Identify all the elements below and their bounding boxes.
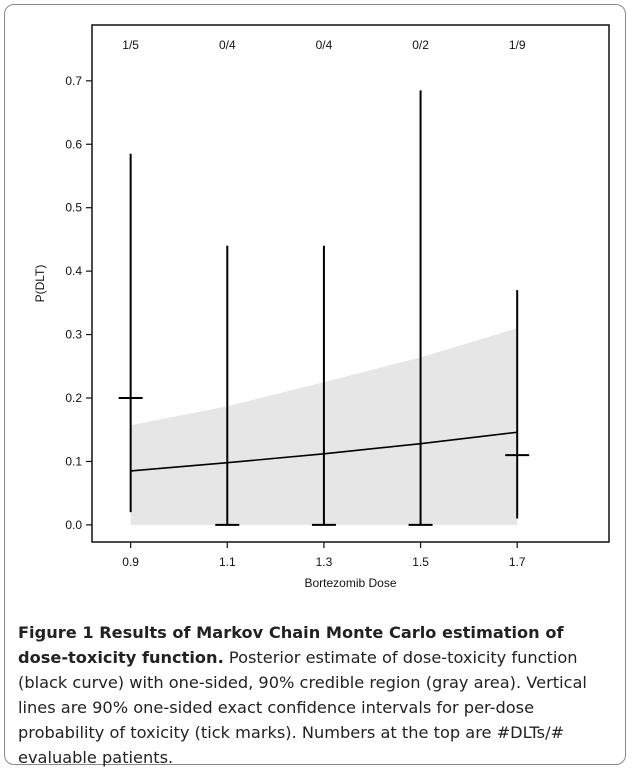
x-tick-label: 1.1 [219, 555, 236, 569]
y-tick-label: 0.3 [65, 328, 82, 342]
dlt-count-annotation: 0/4 [219, 38, 236, 52]
dlt-count-annotation: 1/5 [122, 38, 139, 52]
y-axis-label: P(DLT) [33, 265, 47, 303]
x-axis-label: Bortezomib Dose [304, 576, 396, 590]
dlt-count-annotation: 1/9 [509, 38, 526, 52]
y-tick-label: 0.2 [65, 391, 82, 405]
caption-body: Posterior estimate of dose-toxicity func… [18, 648, 587, 767]
y-tick-label: 0.6 [65, 137, 82, 151]
plot-frame [91, 24, 610, 543]
x-tick-label: 0.9 [122, 555, 139, 569]
figure-caption: Figure 1 Results of Markov Chain Monte C… [18, 620, 610, 770]
dlt-count-annotation: 0/2 [412, 38, 429, 52]
x-tick-label: 1.7 [509, 555, 526, 569]
dose-toxicity-chart: 0.0 0.1 0.2 0.3 0.4 0.5 0.6 0.7 0.9 1.1 1.3 1.5 1.7 1… [33, 24, 610, 590]
y-tick-label: 0.4 [65, 264, 82, 278]
y-tick-label: 0.5 [65, 201, 82, 215]
caption-title: Figure 1 Results of Markov Chain Monte C… [18, 623, 564, 667]
x-tick-label: 1.5 [412, 555, 429, 569]
y-tick-label: 0.1 [65, 454, 82, 468]
dlt-count-annotation: 0/4 [316, 38, 333, 52]
x-tick-label: 1.3 [316, 555, 333, 569]
y-tick-label: 0.0 [65, 518, 82, 532]
y-tick-label: 0.7 [65, 74, 82, 88]
